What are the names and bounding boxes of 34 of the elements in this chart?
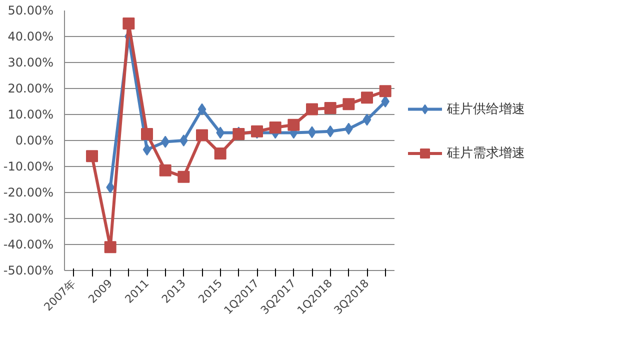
point [180, 134, 188, 146]
point [362, 114, 372, 126]
point [288, 118, 300, 131]
point [159, 164, 172, 176]
y-tick-label: 20.00% [8, 82, 54, 96]
point [196, 129, 208, 142]
point [104, 241, 116, 254]
point [122, 18, 135, 30]
point [324, 102, 336, 114]
y-tick-label: -30.00% [3, 212, 54, 226]
legend-label: 硅片需求增速 [446, 146, 526, 161]
point [308, 126, 316, 138]
legend-label: 硅片供给增速 [446, 102, 526, 117]
y-tick-label: 0.00% [15, 134, 54, 148]
y-tick-label: -20.00% [3, 186, 54, 200]
y-tick-label: 10.00% [8, 108, 54, 122]
point [361, 92, 373, 104]
point [142, 144, 152, 156]
y-tick-label: 50.00% [8, 4, 54, 18]
y-tick-label: -50.00% [3, 264, 54, 278]
point [141, 128, 153, 140]
point [306, 103, 318, 116]
point [379, 85, 392, 98]
point [269, 122, 282, 134]
point [178, 170, 190, 183]
y-tick-label: 40.00% [8, 30, 54, 44]
y-tick-label: -40.00% [3, 238, 54, 252]
point [381, 96, 390, 108]
y-tick-label: 30.00% [8, 56, 54, 70]
point [86, 150, 98, 162]
y-tick-label: -10.00% [3, 160, 54, 174]
point [214, 148, 226, 160]
point [198, 103, 206, 116]
point [342, 98, 355, 110]
